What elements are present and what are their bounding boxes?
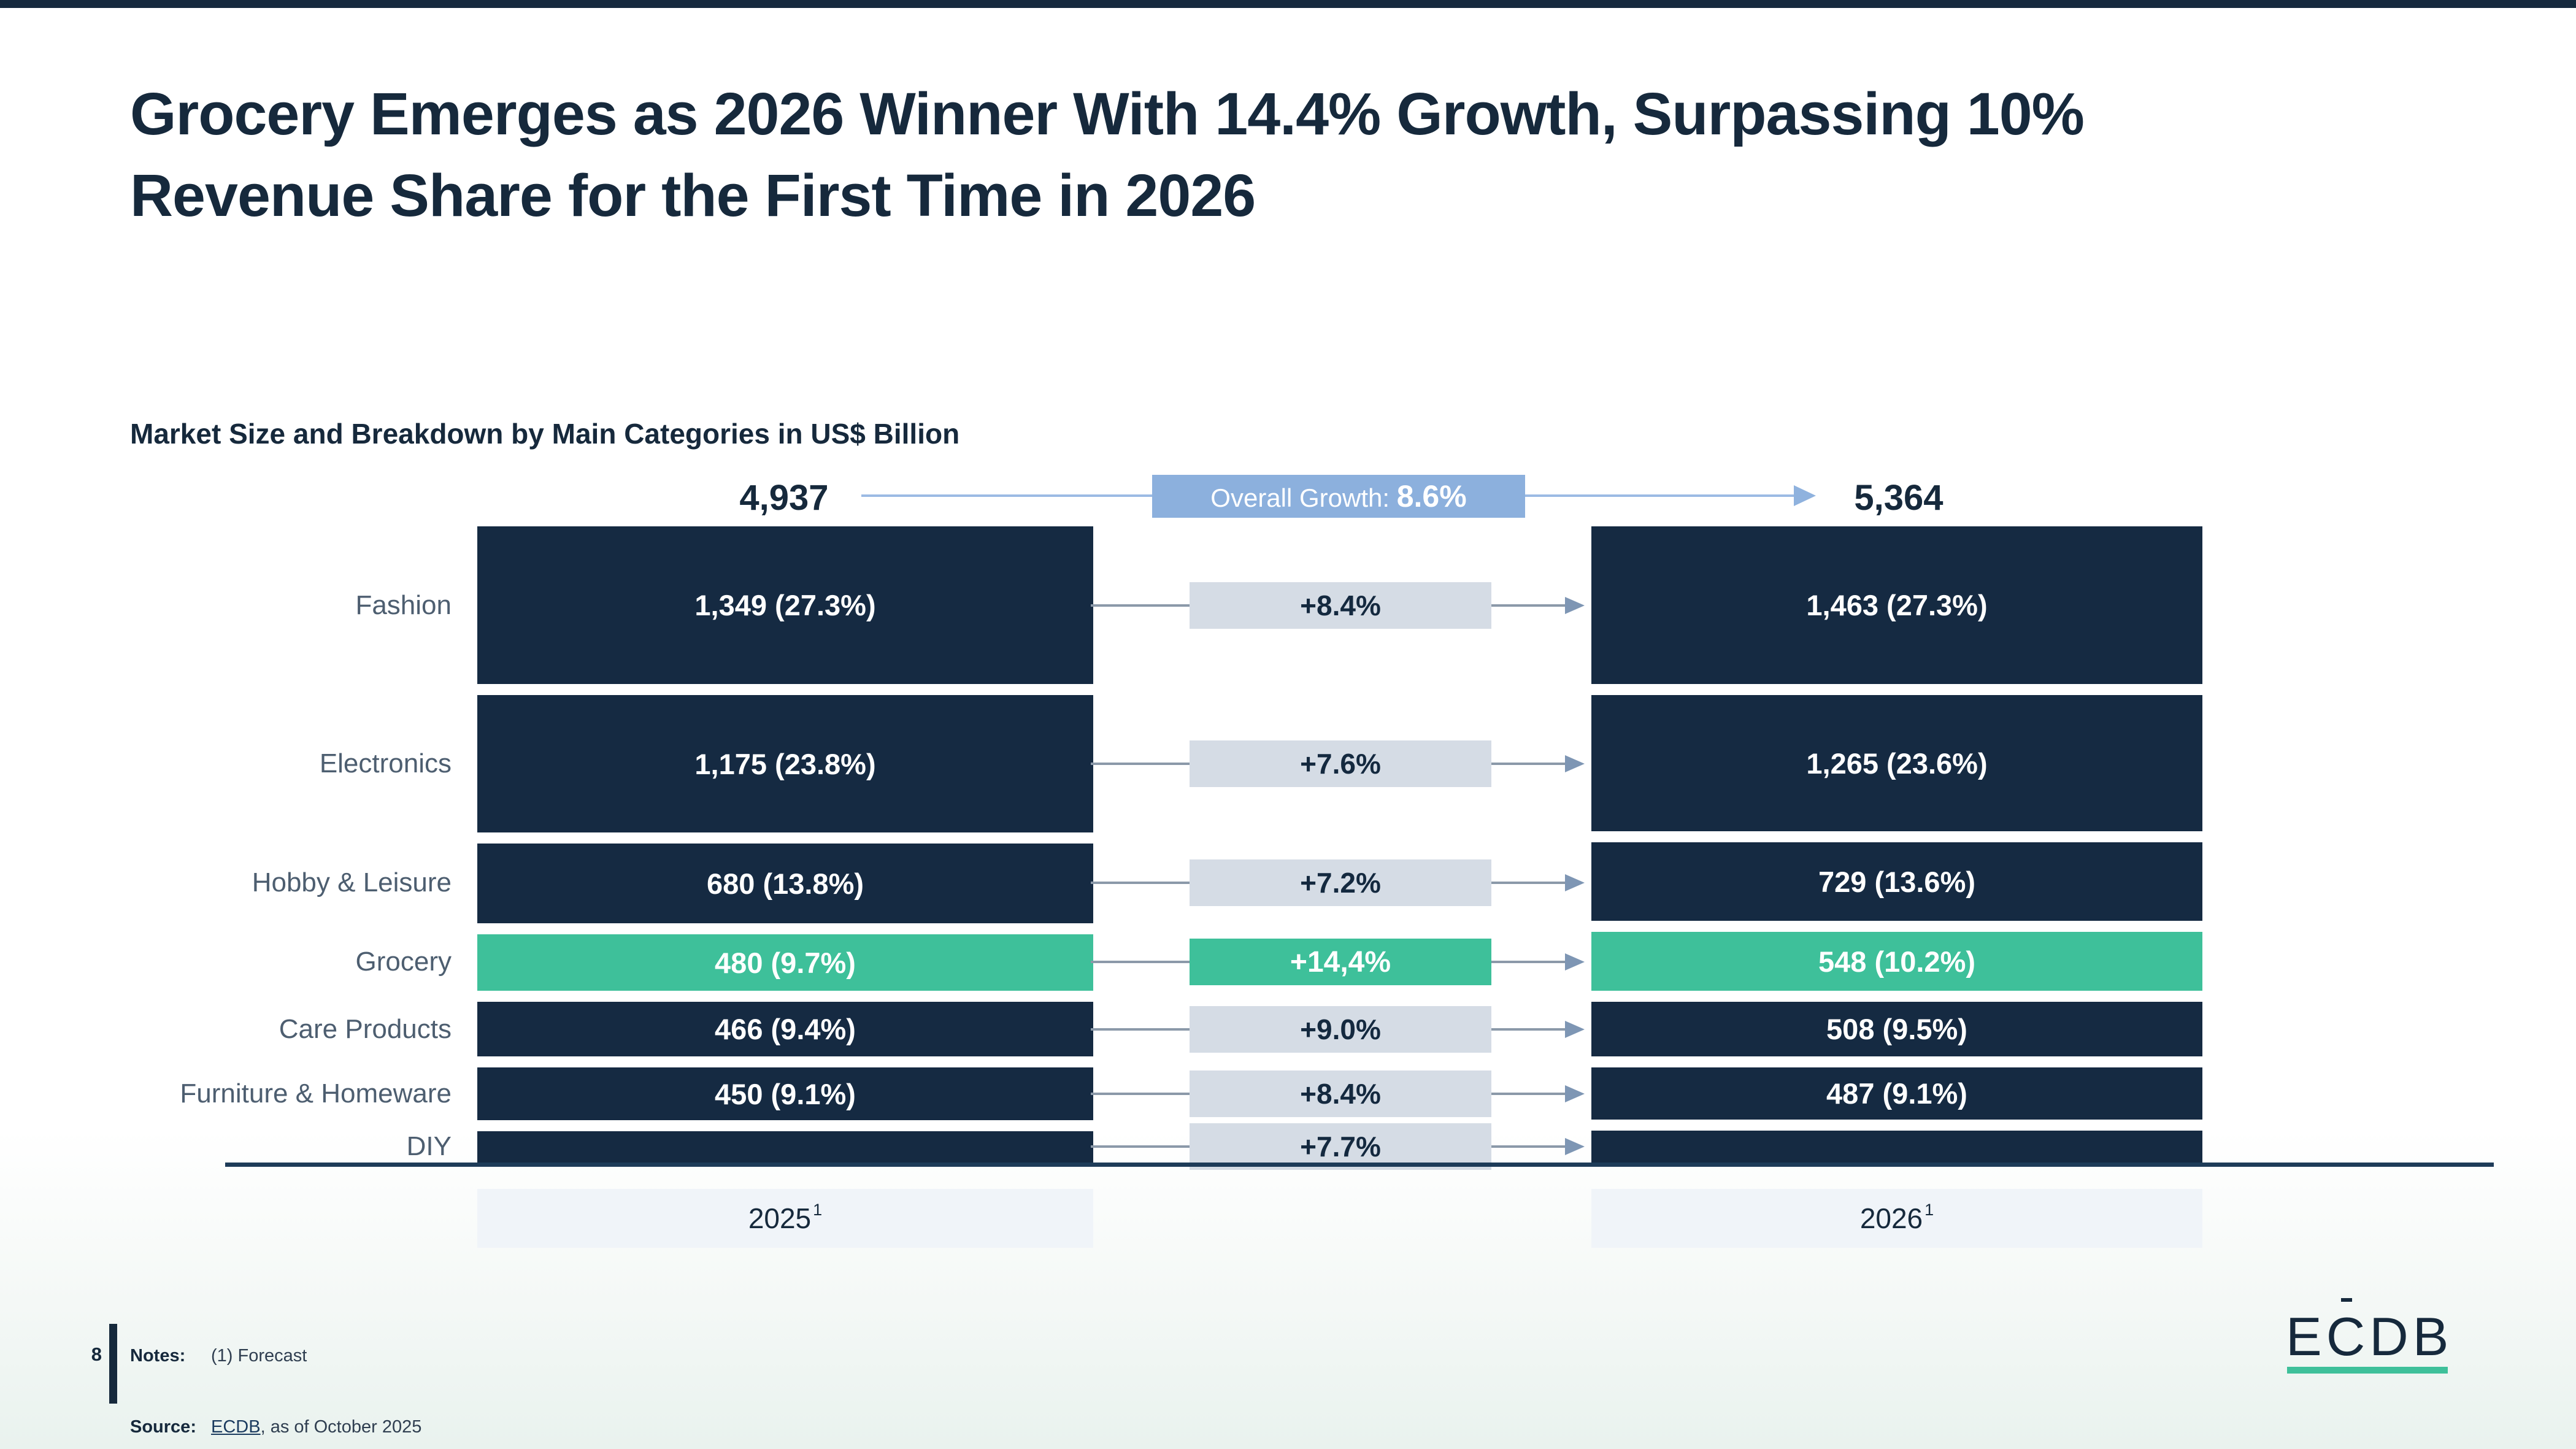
bar-2025-electronics: 1,175 (23.8%) [477, 695, 1093, 832]
overall-growth-badge: Overall Growth: 8.6% [1152, 475, 1525, 518]
year-2026-text: 2026 [1859, 1202, 1923, 1234]
row-arrow-head-icon-diy [1565, 1138, 1585, 1155]
row-connector-right-grocery [1491, 961, 1565, 963]
bar-2025-care-products: 466 (9.4%) [477, 1002, 1093, 1056]
row-connector-right-hobby-leisure [1491, 882, 1565, 884]
year-2025-text: 2025 [748, 1202, 812, 1234]
source-label: Source: [130, 1417, 196, 1437]
notes-text: (1) Forecast [211, 1346, 307, 1366]
category-label-furniture-homeware: Furniture & Homeware [180, 1078, 452, 1109]
row-arrow-head-icon-fashion [1565, 597, 1585, 614]
bar-2026-furniture-homeware: 487 (9.1%) [1591, 1067, 2202, 1120]
row-arrow-head-icon-hobby-leisure [1565, 874, 1585, 891]
year-2026-footnote-marker: 1 [1924, 1200, 1934, 1219]
source-line: ECDB, as of October 2025 [211, 1417, 421, 1437]
overall-growth-label: Overall Growth: [1210, 483, 1397, 512]
page-title: Grocery Emerges as 2026 Winner With 14.4… [130, 74, 2461, 237]
row-connector-right-electronics [1491, 763, 1565, 765]
row-connector-left-grocery [1091, 961, 1190, 963]
row-connector-left-fashion [1091, 604, 1190, 607]
bar-2026-electronics: 1,265 (23.6%) [1591, 695, 2202, 831]
notes-label: Notes: [130, 1346, 186, 1366]
year-2025-footnote-marker: 1 [813, 1200, 823, 1219]
x-axis-label-2026: 2026 1 [1591, 1189, 2202, 1248]
total-2026: 5,364 [1854, 478, 1944, 518]
category-label-grocery: Grocery [355, 947, 452, 977]
row-connector-right-care-products [1491, 1028, 1565, 1031]
logo-dash-icon [2341, 1298, 2352, 1302]
page-title-line1: Grocery Emerges as 2026 Winner With 14.4… [130, 80, 2085, 147]
overall-arrow-line-right [1525, 494, 1794, 497]
row-arrow-head-icon-electronics [1565, 755, 1585, 772]
category-label-hobby-leisure: Hobby & Leisure [252, 867, 452, 897]
growth-badge-grocery: +14,4% [1190, 939, 1491, 985]
row-connector-right-furniture-homeware [1491, 1093, 1565, 1095]
top-accent-bar [0, 0, 2576, 8]
row-connector-right-diy [1491, 1145, 1565, 1148]
overall-arrow-head-icon [1794, 485, 1816, 506]
row-connector-right-fashion [1491, 604, 1565, 607]
row-connector-left-electronics [1091, 763, 1190, 765]
x-axis-label-2025: 2025 1 [477, 1189, 1093, 1248]
bar-2025-furniture-homeware: 450 (9.1%) [477, 1067, 1093, 1120]
growth-badge-fashion: +8.4% [1190, 582, 1491, 629]
page-number: 8 [91, 1343, 102, 1365]
logo-wordmark: ECDB [2286, 1306, 2453, 1367]
overall-growth-value: 8.6% [1396, 479, 1467, 513]
row-connector-left-diy [1091, 1145, 1190, 1148]
logo-accent-underline [2287, 1367, 2448, 1374]
bar-2026-fashion: 1,463 (27.3%) [1591, 526, 2202, 684]
x-axis-line [225, 1163, 2494, 1167]
total-2025: 4,937 [739, 478, 829, 518]
page-title-line2: Revenue Share for the First Time in 2026 [130, 161, 1256, 229]
row-connector-left-hobby-leisure [1091, 882, 1190, 884]
bar-2025-hobby-leisure: 680 (13.8%) [477, 844, 1093, 923]
growth-badge-diy: +7.7% [1190, 1123, 1491, 1170]
category-label-care-products: Care Products [279, 1014, 452, 1044]
growth-badge-furniture-homeware: +8.4% [1190, 1070, 1491, 1117]
source-suffix: , as of October 2025 [260, 1417, 422, 1437]
row-arrow-head-icon-care-products [1565, 1021, 1585, 1038]
overall-arrow-line-left [861, 494, 1152, 497]
bar-2025-fashion: 1,349 (27.3%) [477, 526, 1093, 684]
row-connector-left-furniture-homeware [1091, 1093, 1190, 1095]
row-arrow-head-icon-grocery [1565, 953, 1585, 970]
bar-2025-diy [477, 1131, 1093, 1163]
bar-2026-care-products: 508 (9.5%) [1591, 1002, 2202, 1056]
growth-badge-hobby-leisure: +7.2% [1190, 859, 1491, 906]
bar-2026-grocery: 548 (10.2%) [1591, 932, 2202, 991]
bar-2026-diy [1591, 1131, 2202, 1163]
source-link[interactable]: ECDB [211, 1417, 261, 1437]
growth-badge-electronics: +7.6% [1190, 740, 1491, 787]
bar-2026-hobby-leisure: 729 (13.6%) [1591, 842, 2202, 921]
chart-title: Market Size and Breakdown by Main Catego… [130, 418, 960, 450]
footer-divider-bar [109, 1324, 117, 1404]
category-label-fashion: Fashion [355, 590, 452, 620]
row-connector-left-care-products [1091, 1028, 1190, 1031]
category-label-diy: DIY [406, 1131, 452, 1161]
bar-2025-grocery: 480 (9.7%) [477, 934, 1093, 991]
row-arrow-head-icon-furniture-homeware [1565, 1085, 1585, 1102]
category-label-electronics: Electronics [319, 748, 452, 778]
growth-badge-care-products: +9.0% [1190, 1006, 1491, 1053]
